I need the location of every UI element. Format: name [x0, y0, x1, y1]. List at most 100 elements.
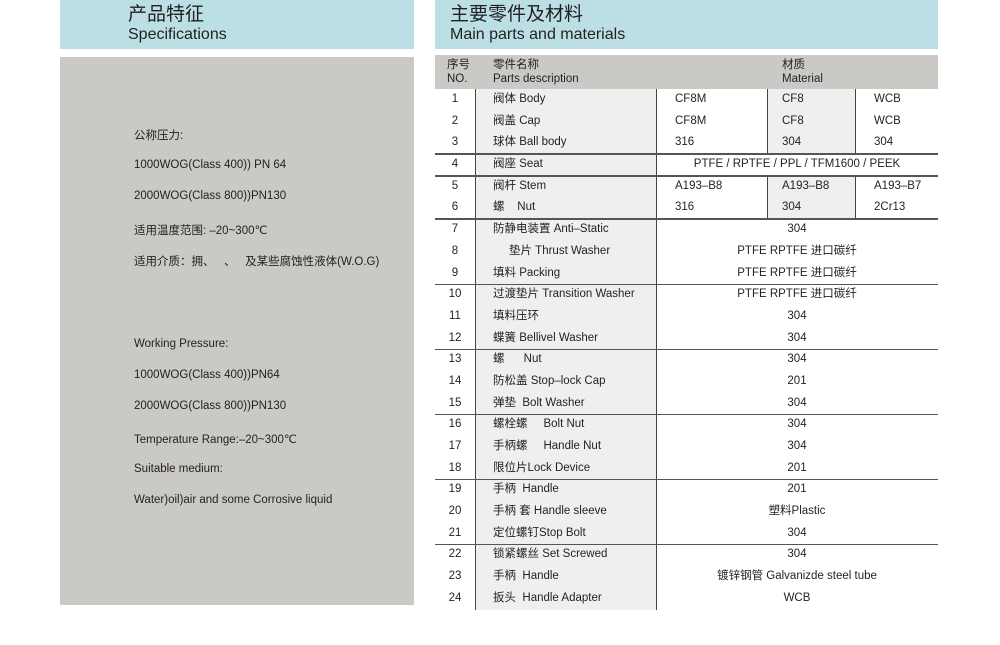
- table-row: 4 阀座 Seat PTFE / RPTFE / PPL / TFM1600 / P…: [435, 154, 938, 176]
- specifications-title-en: Specifications: [128, 26, 227, 43]
- part-name: 限位片Lock Device: [493, 461, 591, 474]
- table-row: 13 螺 Nut 304: [435, 349, 938, 371]
- spec-line: Working Pressure:: [134, 338, 229, 350]
- header-no-cn: 序号: [447, 59, 470, 71]
- row-number: 16: [448, 418, 462, 431]
- material-cell: 304: [787, 440, 807, 452]
- part-name: 弹垫 Bolt Washer: [493, 396, 585, 409]
- group-divider: [435, 153, 938, 155]
- part-name: 垫片 Thrust Washer: [493, 244, 611, 257]
- material-cell: WCB: [874, 93, 901, 105]
- row-number: 13: [448, 353, 462, 366]
- table-row: 8 垫片 Thrust Washer PTFE RPTFE 进口碳纤: [435, 241, 938, 263]
- table-row: 22 锁紧螺丝 Set Screwed 304: [435, 544, 938, 566]
- material-cell: 304: [787, 309, 807, 322]
- row-number: 24: [448, 591, 462, 604]
- material-cell: WCB: [874, 114, 901, 127]
- specifications-title-cn: 产品特征: [128, 4, 205, 25]
- specifications-header: 产品特征 Specifications: [60, 0, 414, 49]
- table-row: 6 螺 Nut 316 304 2Cr13: [435, 197, 938, 219]
- material-cell: CF8M: [675, 114, 707, 127]
- part-name: 填料 Packing: [493, 266, 561, 279]
- table-row: 15 弹垫 Bolt Washer 304: [435, 393, 938, 415]
- material-cell: 镀锌钢管 Galvanizde steel tube: [717, 570, 877, 583]
- material-cell: PTFE RPTFE 进口碳纤: [737, 244, 857, 257]
- row-number: 5: [451, 179, 459, 192]
- table-row: 7 防静电装置 Anti–Static 304: [435, 219, 938, 241]
- table-row: 11 填料压环 304: [435, 306, 938, 328]
- parts-table: 序号 NO. 零件名称 Parts description 材质 Materia…: [435, 55, 938, 610]
- part-name: 螺 Nut: [493, 353, 542, 366]
- row-number: 10: [448, 288, 462, 301]
- material-cell: WCB: [783, 591, 811, 604]
- row-number: 19: [448, 483, 462, 496]
- part-name: 球体 Ball body: [493, 136, 567, 149]
- material-cell: PTFE RPTFE 进口碳纤: [737, 266, 857, 279]
- part-name: 阀盖 Cap: [493, 114, 541, 127]
- row-number: 6: [451, 201, 459, 214]
- row-number: 8: [451, 244, 459, 257]
- part-name: 定位螺钉Stop Bolt: [493, 526, 586, 539]
- spec-line: 公称压力:: [134, 130, 184, 142]
- material-cell: 201: [787, 461, 807, 474]
- part-name: 过渡垫片 Transition Washer: [493, 288, 635, 301]
- row-number: 4: [451, 158, 459, 171]
- part-name: 锁紧螺丝 Set Screwed: [493, 548, 608, 561]
- part-name: 防静电装置 Anti–Static: [493, 223, 609, 236]
- material-cell: 304: [787, 526, 807, 539]
- group-divider: [435, 543, 938, 546]
- material-cell: 201: [787, 374, 807, 387]
- group-divider: [435, 478, 938, 481]
- row-number: 15: [448, 396, 462, 409]
- row-number: 11: [449, 309, 461, 322]
- part-name: 填料压环: [493, 309, 539, 322]
- spec-line: Suitable medium:: [134, 463, 223, 475]
- spec-line: 1000WOG(Class 400)) PN 64: [134, 159, 287, 171]
- part-name: 扳头 Handle Adapter: [493, 591, 602, 604]
- material-cell: PTFE RPTFE 进口碳纤: [737, 288, 857, 301]
- table-row: 16 螺栓螺 Bolt Nut 304: [435, 414, 938, 436]
- material-cell: 304: [874, 136, 894, 149]
- row-number: 23: [448, 570, 462, 583]
- parts-title-cn: 主要零件及材料: [450, 4, 584, 25]
- part-name: 蝶簧 Bellivel Washer: [493, 331, 599, 344]
- table-header: 序号 NO. 零件名称 Parts description 材质 Materia…: [435, 55, 938, 89]
- group-divider: [435, 283, 938, 286]
- row-number: 1: [451, 93, 459, 105]
- material-cell: 304: [787, 396, 807, 409]
- row-number: 17: [448, 440, 462, 452]
- material-cell: PTFE / RPTFE / PPL / TFM1600 / PEEK: [693, 158, 901, 171]
- material-cell: A193–B8: [782, 179, 830, 192]
- part-name: 手柄 套 Handle sleeve: [493, 505, 607, 518]
- spec-line: Water)oil)air and some Corrosive liquid: [134, 494, 333, 506]
- table-row: 19 手柄 Handle 201: [435, 479, 938, 501]
- spec-line: 适用温度范围: –20~300℃: [134, 225, 268, 237]
- part-name: 防松盖 Stop–lock Cap: [493, 374, 606, 387]
- part-name: 阀体 Body: [493, 93, 546, 105]
- row-number: 21: [448, 526, 462, 539]
- parts-title-en: Main parts and materials: [450, 26, 626, 43]
- column-divider: [767, 175, 768, 220]
- spec-line: 适用介质：拥、 、 及某些腐蚀性液体(W.O.G): [134, 256, 380, 268]
- table-row: 1 阀体 Body CF8M CF8 WCB: [435, 89, 938, 111]
- material-cell: A193–B8: [675, 179, 723, 192]
- row-number: 20: [448, 505, 462, 518]
- specifications-panel: 公称压力: 1000WOG(Class 400)) PN 64 2000WOG(Cl…: [60, 57, 414, 605]
- spec-line: 2000WOG(Class 800))PN130: [134, 190, 287, 202]
- column-divider: [767, 89, 768, 155]
- row-number: 14: [448, 374, 462, 387]
- material-cell: A193–B7: [874, 179, 922, 192]
- material-cell: 塑料Plastic: [768, 505, 826, 518]
- group-divider: [435, 413, 938, 416]
- parts-header: 主要零件及材料 Main parts and materials: [435, 0, 938, 49]
- row-number: 3: [451, 136, 459, 149]
- row-number: 18: [448, 461, 462, 474]
- header-material-en: Material: [782, 73, 823, 85]
- material-cell: 304: [782, 201, 802, 214]
- material-cell: 304: [787, 353, 807, 366]
- table-row: 5 阀杆 Stem A193–B8 A193–B8 A193–B7: [435, 176, 938, 198]
- table-body: 1 阀体 Body CF8M CF8 WCB 2 阀盖 Cap CF8M CF8 WCB 3 球体 B…: [435, 89, 938, 610]
- material-cell: 316: [675, 136, 695, 149]
- material-cell: 201: [787, 483, 807, 496]
- material-column-bg: [767, 89, 855, 155]
